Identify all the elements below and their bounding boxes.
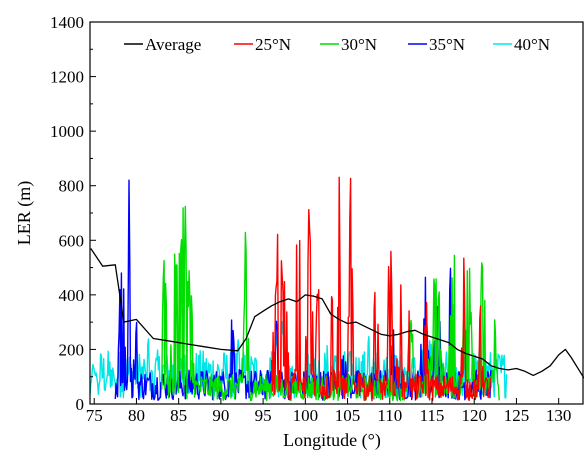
y-tick-label: 1200 (50, 68, 84, 87)
y-tick-label: 0 (76, 395, 85, 414)
series-line-average (90, 248, 584, 379)
legend-label-average: Average (145, 35, 201, 54)
y-tick-label: 1400 (50, 13, 84, 32)
x-axis-label: Longitude (°) (283, 430, 381, 451)
x-tick-label: 80 (128, 406, 145, 425)
x-tick-label: 85 (170, 406, 187, 425)
x-tick-label: 90 (212, 406, 229, 425)
series-layer (90, 176, 584, 402)
x-tick-label: 120 (461, 406, 487, 425)
y-tick-label: 1000 (50, 122, 84, 141)
axes-layer: 75 80 85 90 95 100 105 110 115 120 125 130 0 200 400 60… (50, 13, 571, 425)
legend-label-25n: 25°N (255, 35, 291, 54)
legend-label-35n: 35°N (429, 35, 465, 54)
legend-label-40n: 40°N (514, 35, 550, 54)
series-line-25n (270, 176, 492, 402)
x-tick-label: 115 (420, 406, 445, 425)
x-tick-label: 100 (293, 406, 319, 425)
x-tick-label: 125 (504, 406, 530, 425)
legend-label-30n: 30°N (341, 35, 377, 54)
series-line-30n (161, 205, 500, 402)
legend: Average 25°N 30°N 35°N 40°N (124, 35, 550, 54)
y-tick-label: 200 (59, 340, 85, 359)
x-tick-label: 75 (86, 406, 103, 425)
x-tick-label: 110 (377, 406, 402, 425)
x-tick-label: 95 (255, 406, 272, 425)
y-tick-label: 600 (59, 231, 85, 250)
y-tick-label: 800 (59, 177, 85, 196)
y-tick-label: 400 (59, 286, 85, 305)
x-tick-label: 105 (335, 406, 361, 425)
x-tick-label: 130 (546, 406, 572, 425)
y-axis-label: LER (m) (14, 181, 35, 246)
